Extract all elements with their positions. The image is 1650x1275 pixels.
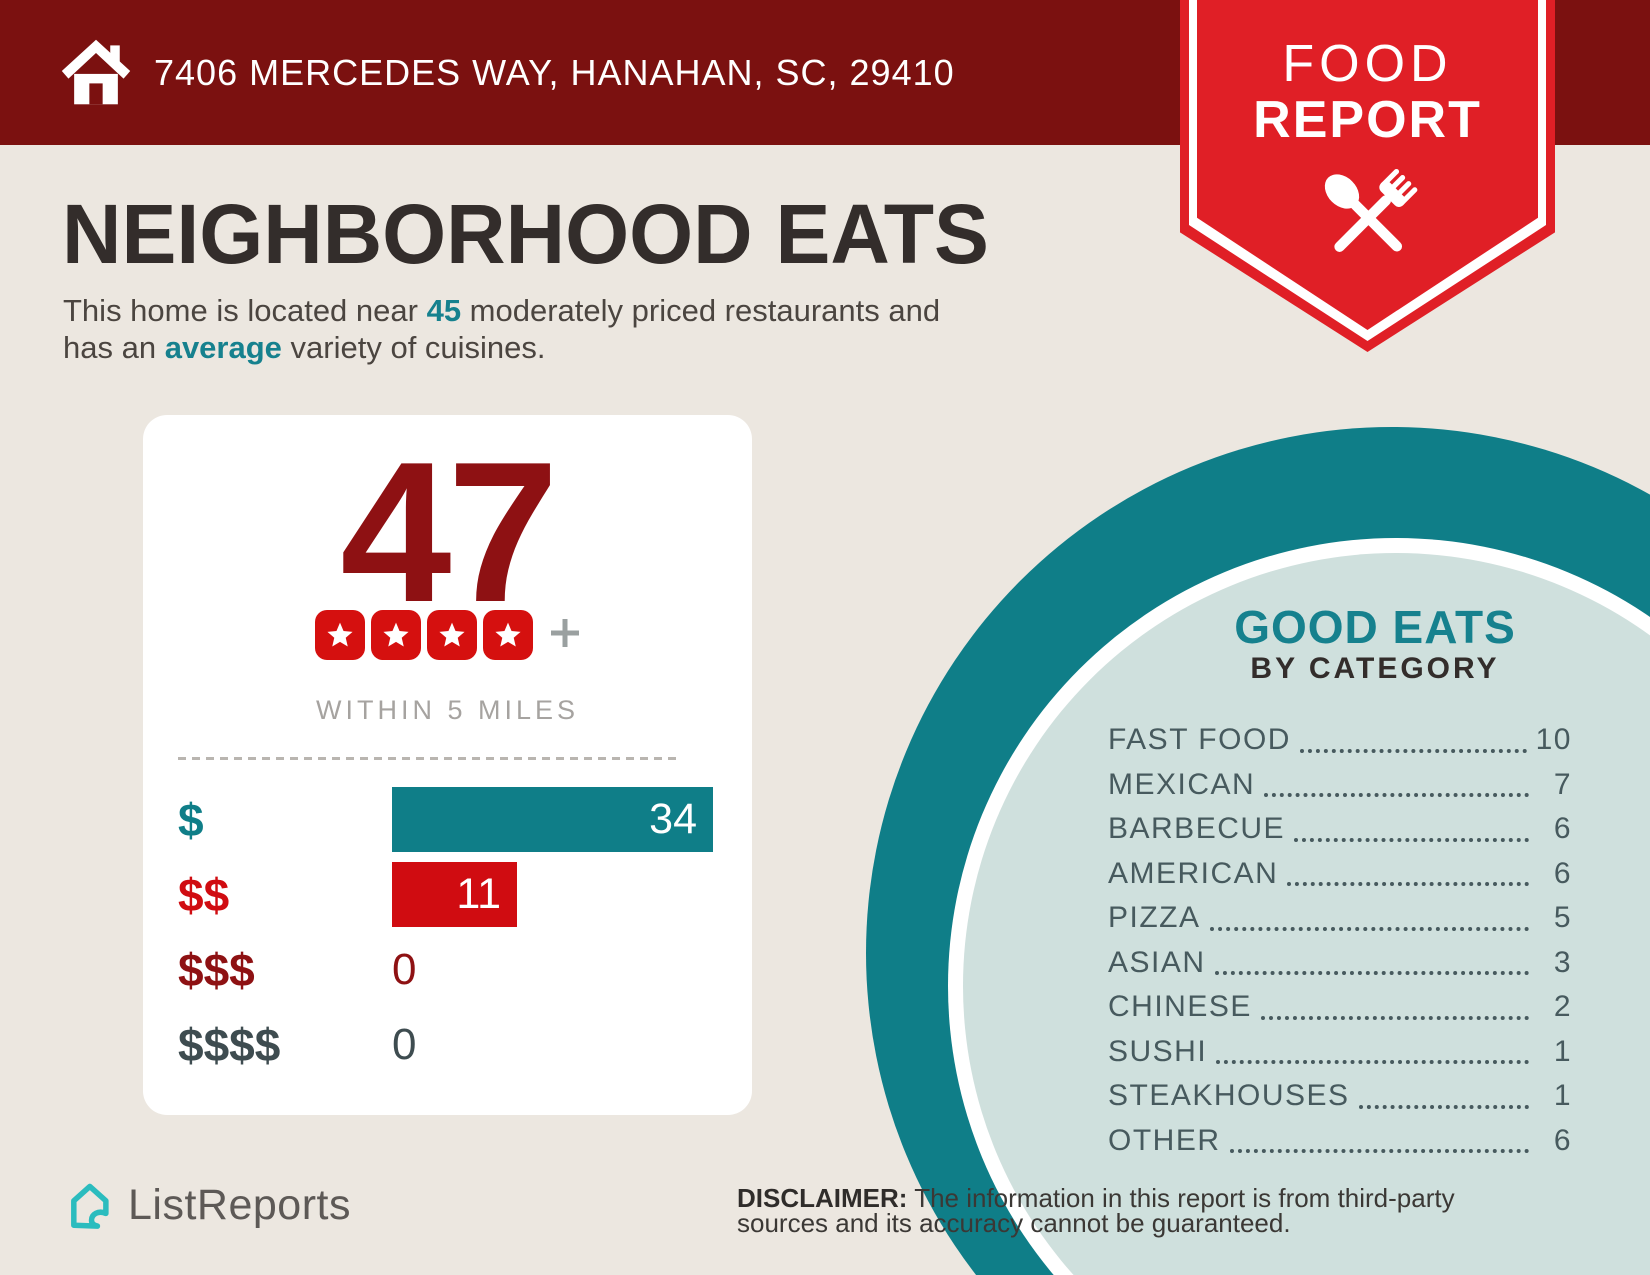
price-level-label: $$ [178, 868, 230, 921]
restaurant-summary-card: 47 WITHIN 5 MILES $34 $$ 11 $$$ 0 $$$$ 0 [143, 415, 752, 1115]
price-bar: 34 [392, 787, 713, 852]
price-zero-value: 0 [392, 1019, 417, 1069]
category-row: FAST FOOD 10 [1108, 718, 1572, 763]
category-row: STEAKHOUSES 1 [1108, 1074, 1572, 1119]
category-value: 6 [1553, 856, 1572, 890]
subtitle-line1: This home is located near 45 moderately … [63, 293, 941, 328]
good-eats-subtitle: BY CATEGORY [1250, 652, 1500, 685]
ribbon-title-line2: REPORT [1253, 91, 1482, 149]
variety-highlight: average [164, 330, 282, 365]
price-row: $$ 11 [178, 862, 714, 927]
dashed-divider [178, 757, 678, 760]
within-distance-label: WITHIN 5 MILES [315, 695, 580, 725]
crossed-spoon-fork-icon [1324, 168, 1417, 252]
category-value: 2 [1553, 990, 1572, 1023]
price-row: $$$$ 0 [178, 1012, 714, 1077]
star-icon [314, 610, 365, 660]
category-value: 7 [1553, 767, 1572, 801]
category-value: 5 [1553, 901, 1572, 934]
price-level-label: $$$ [178, 943, 255, 996]
star-icon [370, 610, 421, 660]
category-label: MEXICAN [1108, 767, 1256, 801]
ribbon-inner: FOOD REPORT [1197, 0, 1538, 330]
disclaimer-label: DISCLAIMER: [737, 1183, 908, 1213]
category-value: 6 [1553, 812, 1572, 845]
listreports-brand: ListReports [62, 1178, 351, 1232]
category-row: MEXICAN 7 [1108, 763, 1572, 808]
category-row: ASIAN 3 [1108, 941, 1572, 986]
price-level-label: $$$$ [178, 1018, 281, 1071]
page-title: NEIGHBORHOOD EATS [62, 187, 989, 281]
dotted-leader [1299, 748, 1527, 753]
category-value: 1 [1553, 1034, 1572, 1068]
dotted-leader [1287, 882, 1529, 886]
category-row: PIZZA 5 [1108, 896, 1572, 941]
home-icon [61, 39, 131, 105]
star-icon [482, 610, 533, 660]
food-report-ribbon: FOOD REPORT [1180, 0, 1555, 352]
price-zero-value: 0 [392, 944, 417, 994]
category-row: AMERICAN 6 [1108, 852, 1572, 897]
ribbon-title-line1: FOOD [1282, 35, 1453, 93]
dotted-leader [1209, 926, 1529, 931]
restaurant-count: 47 [340, 421, 558, 644]
restaurant-count-highlight: 45 [426, 293, 462, 328]
price-bar-area: 0 [392, 937, 714, 1002]
listreports-brand-name: ListReports [128, 1180, 351, 1229]
category-label: FAST FOOD [1108, 723, 1291, 756]
category-value: 1 [1553, 1079, 1572, 1112]
category-value: 10 [1535, 723, 1572, 756]
price-level-label: $ [178, 793, 204, 846]
dotted-leader [1294, 837, 1529, 842]
price-bar-area: 34 [392, 787, 714, 852]
category-label: SUSHI [1108, 1034, 1208, 1068]
category-row: SUSHI 1 [1108, 1030, 1572, 1075]
category-row: BARBECUE 6 [1108, 807, 1572, 852]
category-label: PIZZA [1108, 901, 1201, 934]
dotted-leader [1358, 1104, 1529, 1109]
price-row: $$$ 0 [178, 937, 714, 1002]
plus-icon [539, 617, 581, 654]
listreports-logo-icon [71, 1183, 109, 1229]
price-bar-area: 11 [392, 862, 714, 927]
category-label: AMERICAN [1108, 856, 1279, 890]
price-row: $34 [178, 787, 714, 852]
category-value: 6 [1553, 1123, 1572, 1157]
subtitle-line2: has an average variety of cuisines. [63, 330, 546, 365]
dotted-leader [1260, 1015, 1529, 1020]
dotted-leader [1264, 793, 1529, 797]
category-label: OTHER [1108, 1123, 1221, 1157]
category-list: FAST FOOD 10 MEXICAN 7 BARBECUE 6 AMERICAN 6 PIZ… [1108, 718, 1572, 1163]
star-icon [426, 610, 477, 660]
disclaimer-text: DISCLAIMER: The information in this repo… [737, 1183, 1455, 1238]
price-bar: 11 [392, 862, 517, 927]
category-row: CHINESE 2 [1108, 985, 1572, 1030]
category-label: BARBECUE [1108, 812, 1286, 845]
category-label: CHINESE [1108, 990, 1252, 1023]
dotted-leader [1229, 1149, 1529, 1153]
dotted-leader [1214, 971, 1529, 975]
dotted-leader [1216, 1060, 1529, 1064]
category-label: ASIAN [1108, 945, 1206, 979]
price-bar-area: 0 [392, 1012, 714, 1077]
star-rating [143, 610, 752, 660]
property-address: 7406 MERCEDES WAY, HANAHAN, SC, 29410 [154, 51, 955, 93]
category-label: STEAKHOUSES [1108, 1079, 1350, 1112]
good-eats-panel: GOOD EATS BY CATEGORY FAST FOOD 10 MEXICAN… [1108, 604, 1572, 1163]
category-row: OTHER 6 [1108, 1119, 1572, 1164]
category-value: 3 [1553, 945, 1572, 979]
good-eats-title: GOOD EATS [1234, 601, 1516, 653]
price-level-bar-chart: $34 $$ 11 $$$ 0 $$$$ 0 [178, 787, 714, 1087]
page-subtitle: This home is located near 45 moderately … [63, 292, 1093, 366]
